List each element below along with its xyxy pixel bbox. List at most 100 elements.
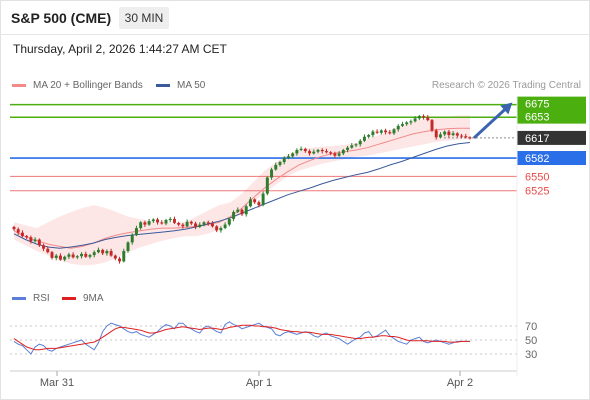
candle-body xyxy=(172,218,176,223)
candle-body xyxy=(29,237,33,242)
candle-body xyxy=(126,242,130,252)
candle-body xyxy=(177,222,181,225)
x-tick-label: Mar 31 xyxy=(40,377,74,389)
candle-body xyxy=(58,255,62,260)
candle-body xyxy=(71,254,75,258)
candle-body xyxy=(371,131,375,136)
candle-body xyxy=(265,177,269,194)
candle-body xyxy=(253,199,257,203)
projection-arrow-line xyxy=(472,105,510,140)
candle-body xyxy=(12,226,16,230)
candle-body xyxy=(16,229,20,233)
candle-body xyxy=(303,148,307,152)
candle-body xyxy=(37,239,41,246)
legend-9ma: 9MA xyxy=(62,293,104,304)
candle-body xyxy=(80,253,84,257)
ma9-swatch xyxy=(62,297,76,300)
legend-ma50: MA 50 xyxy=(156,80,205,91)
price-tag-6675: 6675 xyxy=(517,96,586,111)
price-tag-6582: 6582 xyxy=(517,151,586,166)
candle-body xyxy=(206,222,210,224)
candle-body xyxy=(223,224,227,229)
candle-body xyxy=(447,131,451,136)
projection-arrow-head xyxy=(500,102,513,115)
candle-body xyxy=(270,169,274,178)
candle-body xyxy=(388,132,392,134)
candle-body xyxy=(430,120,434,131)
candle-body xyxy=(67,254,71,257)
candle-body xyxy=(257,202,261,206)
interval-selector[interactable]: 30 MIN xyxy=(119,7,169,29)
candle-body xyxy=(396,125,400,130)
candle-body xyxy=(50,252,54,258)
candle-body xyxy=(295,149,299,154)
price-tag-6550: 6550 xyxy=(525,171,549,183)
rsi-tick-label: 50 xyxy=(525,335,537,347)
candle-body xyxy=(379,130,383,133)
price-tag-6525: 6525 xyxy=(525,186,549,198)
candle-body xyxy=(185,221,189,227)
candle-body xyxy=(130,234,134,243)
price-tag-bg-6582 xyxy=(517,151,586,166)
candle-body xyxy=(147,221,151,225)
candle-body xyxy=(63,256,67,260)
candle-body xyxy=(312,151,316,154)
candle-body xyxy=(248,199,252,207)
candle-body xyxy=(122,251,126,262)
candle-body xyxy=(443,131,447,135)
candle-body xyxy=(33,239,37,242)
header-bar: S&P 500 (CME) 30 MIN xyxy=(0,0,590,35)
timestamp: Thursday, April 2, 2026 1:44:27 AM CET xyxy=(13,42,227,56)
candle-body xyxy=(42,245,46,249)
candle-body xyxy=(413,118,417,122)
research-credit: Research © 2026 Trading Central xyxy=(431,80,581,91)
candle-body xyxy=(455,133,459,136)
candle-body xyxy=(160,222,164,224)
symbol-title: S&P 500 (CME) xyxy=(11,10,112,26)
candle-body xyxy=(20,232,24,237)
candle-body xyxy=(434,130,438,138)
candle-body xyxy=(164,220,168,224)
candle-body xyxy=(354,144,358,146)
price-tag-6617: 6617 xyxy=(517,130,586,145)
candle-body xyxy=(346,147,350,150)
rsi-tick-label: 70 xyxy=(525,321,537,333)
candle-body xyxy=(261,193,265,206)
candle-body xyxy=(422,116,426,118)
candle-body xyxy=(468,137,472,139)
candle-body xyxy=(118,258,122,262)
candle-body xyxy=(181,224,185,227)
rsi-label: RSI xyxy=(33,293,50,304)
candle-body xyxy=(25,236,29,238)
candle-body xyxy=(299,148,303,150)
candle-body xyxy=(438,134,442,138)
candle-body xyxy=(139,222,143,229)
candle-body xyxy=(274,164,278,170)
candle-body xyxy=(329,152,333,154)
candle-body xyxy=(316,149,320,152)
candle-body xyxy=(358,140,362,145)
candle-body xyxy=(451,133,455,136)
price-label-6675: 6675 xyxy=(525,99,549,111)
candle-body xyxy=(409,121,413,123)
ma9-label: 9MA xyxy=(83,293,104,304)
candles xyxy=(12,114,472,264)
candle-body xyxy=(337,153,341,156)
candle-body xyxy=(105,251,109,254)
candle-body xyxy=(134,228,138,235)
price-tag-bg-6653 xyxy=(517,109,586,124)
price-tag-bg-6675 xyxy=(517,96,586,111)
candle-body xyxy=(88,255,92,257)
candle-body xyxy=(189,221,193,224)
candle-body xyxy=(202,222,206,225)
candle-body xyxy=(460,135,464,137)
bollinger-band xyxy=(14,115,470,266)
candle-body xyxy=(236,209,240,212)
legend-ma20: MA 20 + Bollinger Bands xyxy=(12,80,143,91)
candle-body xyxy=(400,124,404,126)
rsi-line xyxy=(13,321,470,355)
candle-body xyxy=(291,153,295,157)
candle-body xyxy=(227,218,231,225)
candle-body xyxy=(75,256,79,258)
